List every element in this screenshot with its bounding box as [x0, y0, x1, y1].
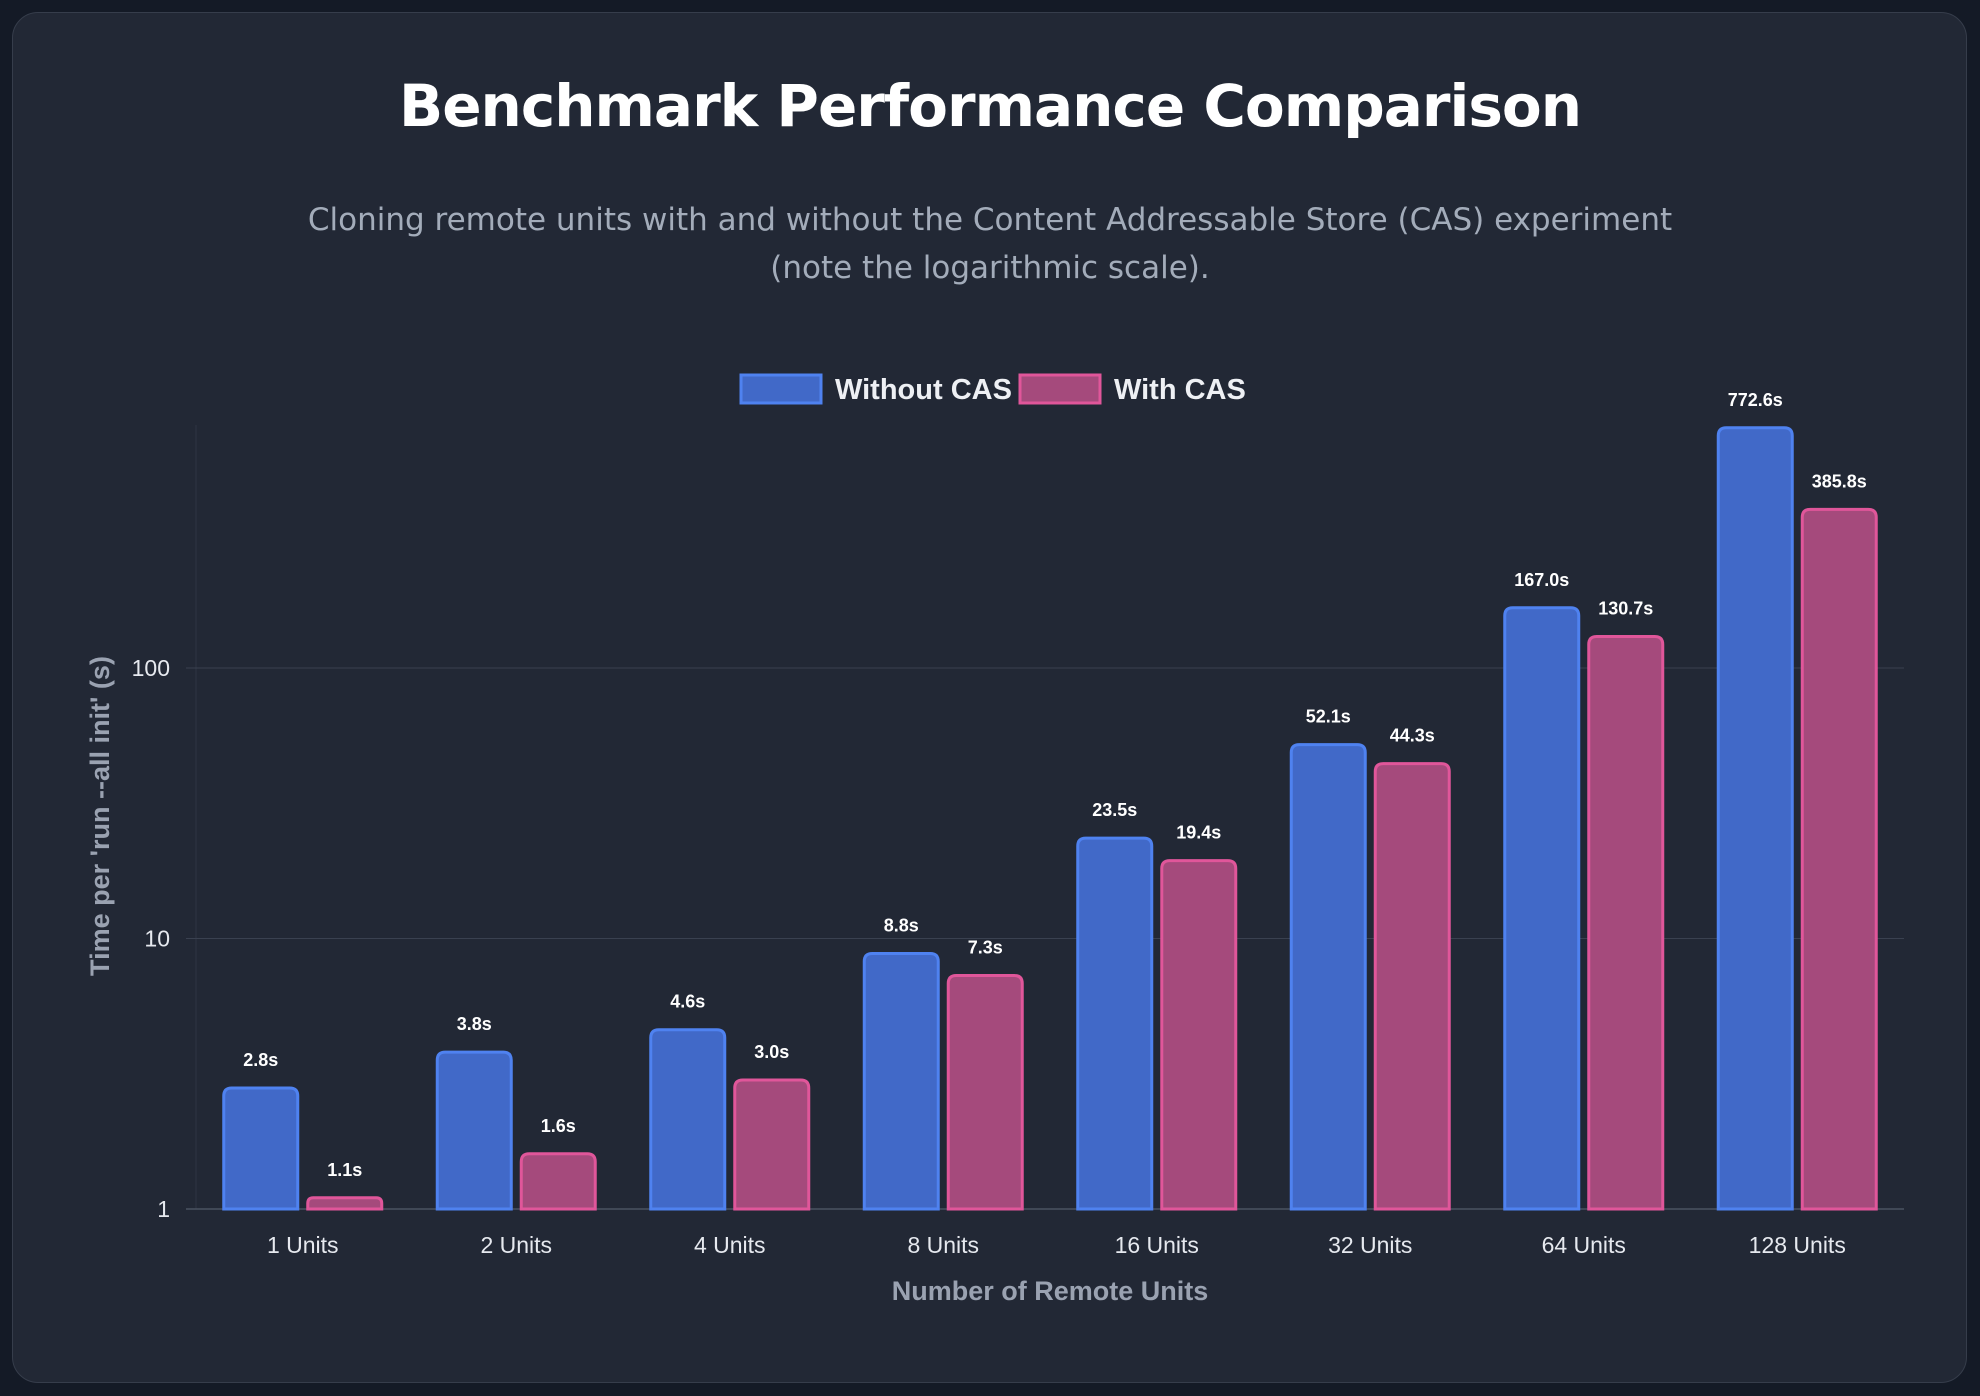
- y-tick-label-100: 100: [132, 655, 170, 681]
- legend[interactable]: Without CAS With CAS: [739, 373, 1246, 406]
- data-label-without-cas-7: 167.0s: [1514, 570, 1569, 590]
- axes: 1 10 100 1 Units 2 Units 4 Units 8 Units 16 Uni…: [85, 655, 1846, 1306]
- bar-with-cas-1[interactable]: [306, 1196, 384, 1211]
- chart-subtitle: Cloning remote units with and without th…: [290, 196, 1690, 292]
- data-label-with-cas-4: 7.3s: [968, 937, 1003, 957]
- data-label-without-cas-1: 2.8s: [243, 1050, 278, 1070]
- y-tick-label-10: 10: [144, 926, 170, 952]
- bar-without-cas-2[interactable]: [435, 1050, 513, 1211]
- bar-with-cas-6[interactable]: [1373, 762, 1451, 1211]
- chart-title: Benchmark Performance Comparison: [398, 72, 1582, 140]
- data-labels: 2.8s 1.1s 3.8s 1.6s 4.6s 3.0s 8.8s 7.3s 23.5s 19.…: [243, 390, 1867, 1180]
- data-label-with-cas-2: 1.6s: [541, 1116, 576, 1136]
- data-label-with-cas-7: 130.7s: [1598, 599, 1653, 619]
- x-tick-label-6: 32 Units: [1328, 1232, 1412, 1258]
- data-label-with-cas-5: 19.4s: [1176, 823, 1221, 843]
- bar-with-cas-2[interactable]: [519, 1152, 597, 1211]
- x-axis-title: Number of Remote Units: [892, 1276, 1209, 1306]
- data-label-without-cas-2: 3.8s: [457, 1014, 492, 1034]
- data-label-with-cas-8: 385.8s: [1812, 471, 1867, 491]
- bar-without-cas-8[interactable]: [1716, 426, 1794, 1211]
- subtitle-line-2: (note the logarithmic scale).: [770, 250, 1210, 286]
- bar-without-cas-7[interactable]: [1503, 606, 1581, 1211]
- data-label-without-cas-8: 772.6s: [1728, 390, 1783, 410]
- x-tick-label-4: 8 Units: [907, 1232, 979, 1258]
- bar-without-cas-6[interactable]: [1289, 743, 1367, 1211]
- bar-with-cas-5[interactable]: [1160, 859, 1238, 1211]
- bar-without-cas-4[interactable]: [862, 952, 940, 1211]
- bar-with-cas-7[interactable]: [1587, 635, 1665, 1211]
- bar-with-cas-3[interactable]: [733, 1078, 811, 1211]
- x-tick-label-2: 2 Units: [480, 1232, 552, 1258]
- data-label-without-cas-4: 8.8s: [884, 916, 919, 936]
- legend-label-without-cas[interactable]: Without CAS: [835, 374, 1012, 406]
- data-label-without-cas-6: 52.1s: [1306, 707, 1351, 727]
- data-label-without-cas-3: 4.6s: [670, 992, 705, 1012]
- subtitle-line-1: Cloning remote units with and without th…: [307, 202, 1673, 238]
- bar-without-cas-3[interactable]: [649, 1028, 727, 1211]
- x-tick-label-5: 16 Units: [1115, 1232, 1199, 1258]
- bar-without-cas-5[interactable]: [1076, 836, 1154, 1211]
- x-tick-label-1: 1 Units: [267, 1232, 339, 1258]
- y-axis-title: Time per 'run --all init' (s): [85, 656, 115, 976]
- data-label-without-cas-5: 23.5s: [1092, 800, 1137, 820]
- x-tick-label-7: 64 Units: [1542, 1232, 1626, 1258]
- legend-swatch-without-cas[interactable]: [739, 373, 823, 405]
- x-tick-label-8: 128 Units: [1749, 1232, 1846, 1258]
- bar-without-cas-1[interactable]: [222, 1086, 300, 1211]
- bars: [222, 426, 1878, 1211]
- data-label-with-cas-3: 3.0s: [754, 1042, 789, 1062]
- data-label-with-cas-1: 1.1s: [327, 1160, 362, 1180]
- data-label-with-cas-6: 44.3s: [1390, 726, 1435, 746]
- bar-with-cas-4[interactable]: [946, 973, 1024, 1211]
- legend-label-with-cas[interactable]: With CAS: [1114, 374, 1246, 406]
- legend-swatch-with-cas[interactable]: [1018, 373, 1102, 405]
- y-tick-label-1: 1: [157, 1196, 170, 1222]
- bar-with-cas-8[interactable]: [1800, 507, 1878, 1211]
- x-tick-label-3: 4 Units: [694, 1232, 766, 1258]
